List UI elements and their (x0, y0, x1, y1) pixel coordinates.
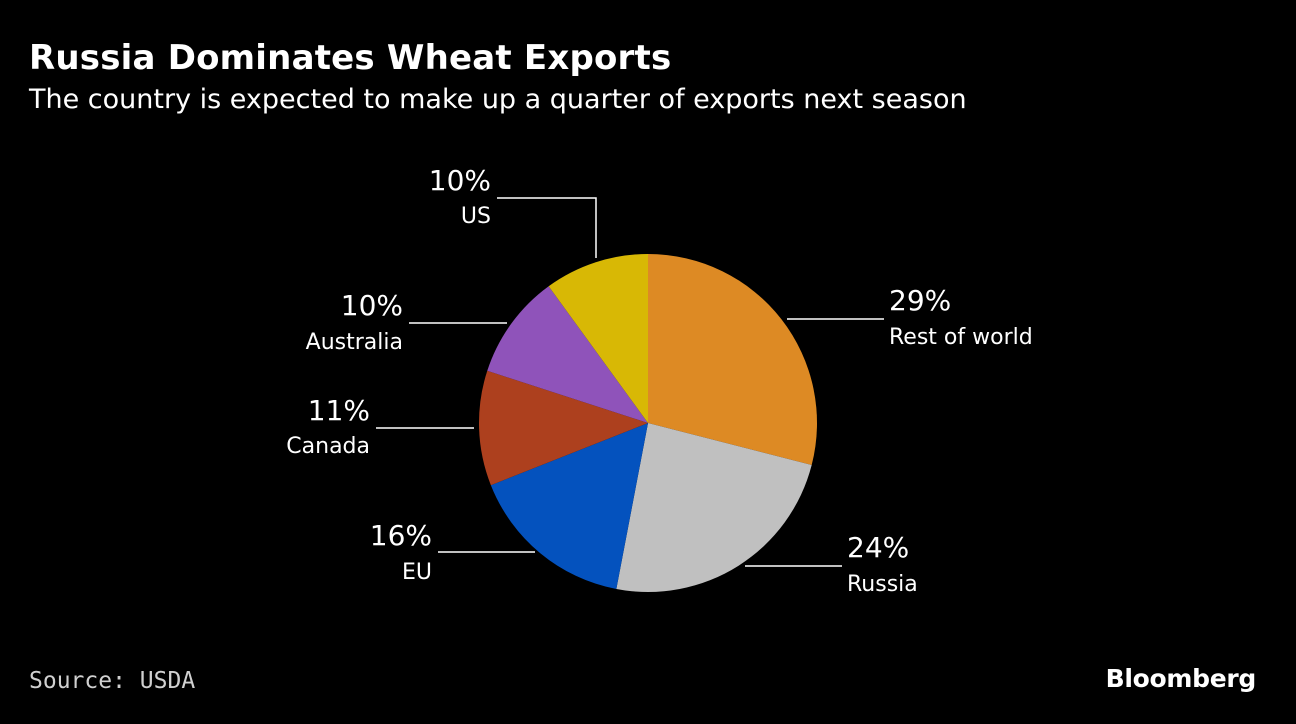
leader-line-us (497, 197, 597, 258)
slice-value-australia: 10% (341, 289, 403, 322)
slice-label-canada: Canada (286, 434, 370, 459)
slice-labels: 29% Rest of world 24% Russia 16% EU 11% Canada 1… (286, 164, 1032, 597)
slice-label-us: US (461, 204, 491, 229)
pie-slice-rest-of-world (648, 254, 817, 466)
bloomberg-logo: Bloomberg (1105, 664, 1257, 693)
slice-value-eu: 16% (370, 519, 432, 552)
slice-label-rest-of-world: Rest of world (889, 325, 1033, 350)
slice-label-australia: Australia (306, 330, 403, 355)
pie-slice-us (548, 254, 648, 423)
slice-value-us: 10% (429, 164, 491, 197)
slice-value-canada: 11% (308, 394, 370, 427)
slice-value-russia: 24% (847, 531, 909, 564)
slice-value-rest-of-world: 29% (889, 284, 951, 317)
chart-title: Russia Dominates Wheat Exports (29, 38, 672, 78)
slice-label-eu: EU (402, 560, 432, 585)
leader-lines (376, 197, 884, 567)
pie-slice-canada (479, 370, 648, 486)
pie-slice-russia (616, 423, 812, 592)
pie-slice-eu (490, 423, 648, 590)
slice-label-russia: Russia (847, 572, 918, 597)
pie-slice-australia (487, 286, 648, 423)
pie-slices (479, 254, 817, 592)
chart-subtitle: The country is expected to make up a qua… (29, 84, 967, 115)
source-note: Source: USDA (29, 668, 196, 694)
